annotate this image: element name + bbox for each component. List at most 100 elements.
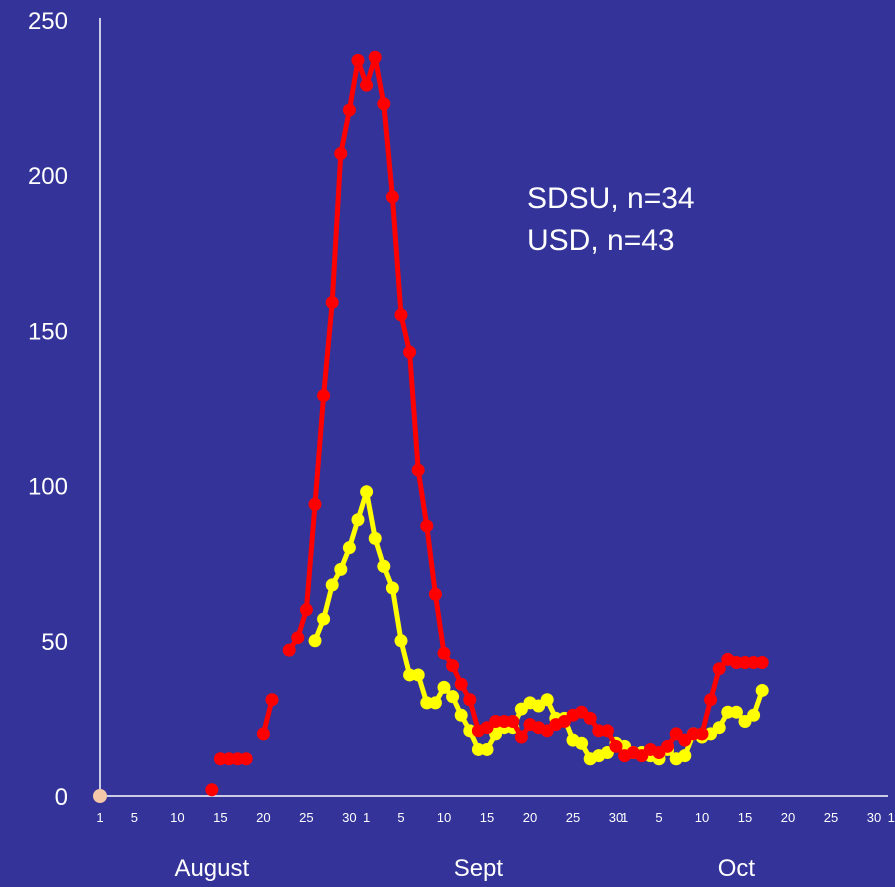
data-point — [600, 724, 614, 738]
y-axis-tick-labels: 0 50 100 150 200 250 — [28, 8, 68, 811]
data-point — [747, 708, 761, 722]
data-point — [385, 190, 399, 204]
x-tick-label: 20 — [256, 810, 270, 825]
data-point — [299, 603, 313, 617]
x-tick-label: 10 — [437, 810, 451, 825]
data-point — [575, 736, 589, 750]
data-point — [480, 742, 494, 756]
data-point — [256, 727, 270, 741]
chart-axes — [93, 18, 888, 803]
plot-area — [205, 50, 769, 797]
month-labels: AugustSeptOctNov — [174, 855, 756, 882]
data-point — [291, 631, 305, 645]
data-point — [265, 693, 279, 707]
y-tick-label: 250 — [28, 8, 68, 35]
y-tick-label: 200 — [28, 163, 68, 190]
data-point — [325, 578, 339, 592]
data-point — [729, 705, 743, 719]
y-tick-label: 50 — [41, 629, 68, 656]
data-point — [506, 715, 520, 729]
data-point — [678, 749, 692, 763]
data-point — [755, 656, 769, 670]
data-point — [239, 752, 253, 766]
data-point — [403, 345, 417, 359]
data-point — [368, 531, 382, 545]
month-label: Sept — [454, 855, 504, 882]
x-tick-label: 1 — [96, 810, 103, 825]
data-point — [325, 295, 339, 309]
data-point — [360, 485, 374, 499]
x-tick-label: 10 — [695, 810, 709, 825]
data-point — [282, 643, 296, 657]
data-point — [377, 559, 391, 573]
data-point — [334, 146, 348, 160]
x-tick-label: 15 — [213, 810, 227, 825]
data-point — [351, 53, 365, 67]
data-point — [334, 562, 348, 576]
data-point — [609, 739, 623, 753]
x-tick-label: 1 — [363, 810, 370, 825]
data-point — [583, 711, 597, 725]
annotation-line: USD, n=43 — [527, 224, 675, 257]
x-tick-label: 30 — [867, 810, 881, 825]
data-point — [454, 708, 468, 722]
x-tick-label: 25 — [566, 810, 580, 825]
series-line — [287, 54, 763, 759]
data-point — [342, 103, 356, 117]
x-axis-tick-labels: 1510152025301510152025301510152025301510… — [96, 810, 895, 825]
data-point — [704, 693, 718, 707]
month-label: Oct — [718, 855, 756, 882]
data-point — [695, 727, 709, 741]
x-tick-label: 25 — [824, 810, 838, 825]
series-1 — [205, 50, 769, 797]
y-tick-label: 0 — [55, 784, 68, 811]
data-point — [411, 668, 425, 682]
data-point — [712, 721, 726, 735]
data-point — [446, 659, 460, 673]
data-point — [308, 497, 322, 511]
x-tick-label: 20 — [781, 810, 795, 825]
data-point — [308, 634, 322, 648]
data-point — [437, 680, 451, 694]
data-point — [514, 730, 528, 744]
x-tick-label: 25 — [299, 810, 313, 825]
x-tick-label: 10 — [170, 810, 184, 825]
month-label: August — [174, 855, 249, 882]
annotation-text: SDSU, n=34 USD, n=43 — [527, 182, 695, 257]
data-point — [437, 646, 451, 660]
data-point — [394, 308, 408, 322]
data-point — [360, 78, 374, 92]
annotation-line: SDSU, n=34 — [527, 182, 695, 215]
data-point — [428, 696, 442, 710]
data-point — [351, 513, 365, 527]
data-point — [454, 677, 468, 691]
data-point — [317, 612, 331, 626]
data-point — [342, 541, 356, 555]
data-point — [712, 662, 726, 676]
origin-marker — [93, 789, 107, 803]
series-2 — [308, 485, 769, 766]
x-tick-label: 15 — [480, 810, 494, 825]
x-tick-label: 1 — [888, 810, 895, 825]
data-point — [368, 50, 382, 64]
data-point — [385, 581, 399, 595]
data-point — [428, 587, 442, 601]
data-point — [394, 634, 408, 648]
x-tick-label: 15 — [738, 810, 752, 825]
x-tick-label: 1 — [621, 810, 628, 825]
y-tick-label: 100 — [28, 474, 68, 501]
x-tick-label: 5 — [131, 810, 138, 825]
x-tick-label: 30 — [609, 810, 623, 825]
data-point — [446, 690, 460, 704]
data-point — [205, 783, 219, 797]
y-tick-label: 150 — [28, 318, 68, 345]
data-point — [463, 693, 477, 707]
data-point — [411, 463, 425, 477]
data-point — [420, 519, 434, 533]
series-line — [312, 489, 765, 762]
data-point — [317, 389, 331, 403]
x-tick-label: 5 — [655, 810, 662, 825]
data-point — [377, 97, 391, 111]
x-tick-label: 5 — [397, 810, 404, 825]
data-point — [755, 683, 769, 697]
